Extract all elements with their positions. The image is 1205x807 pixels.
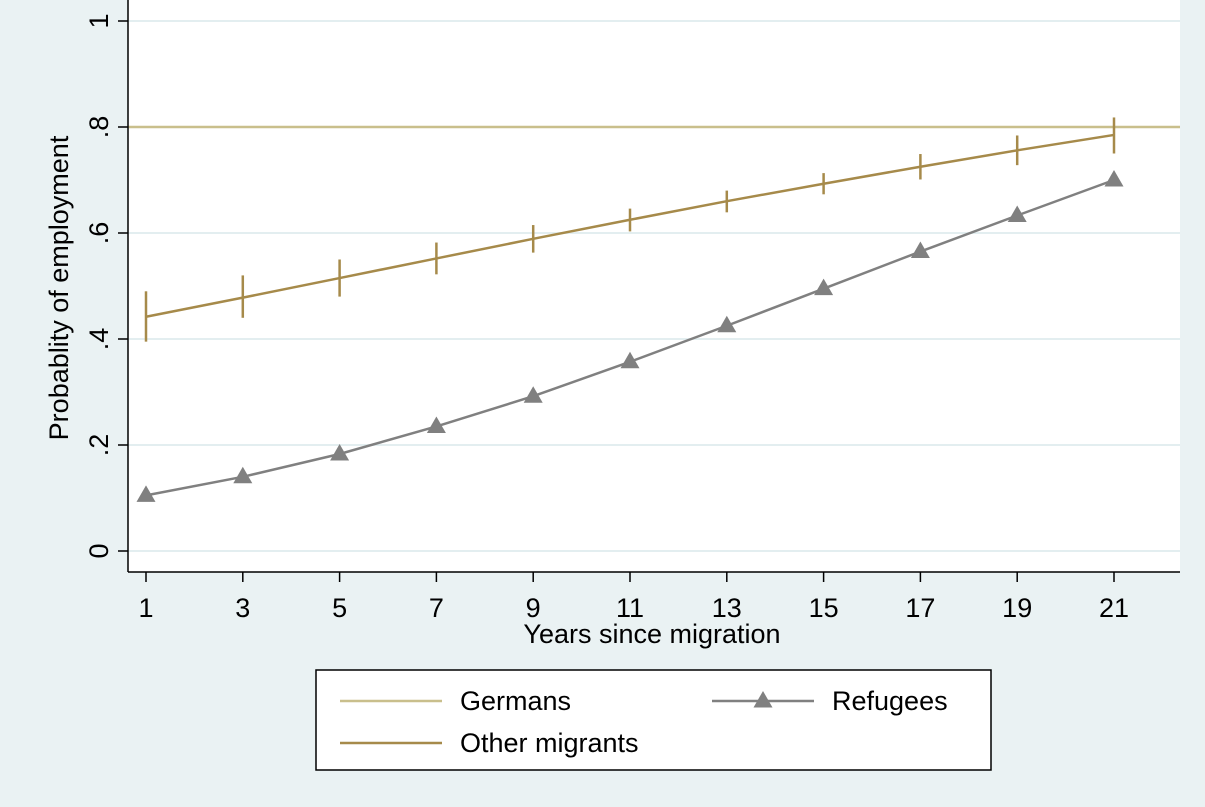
axes-layer: 0.2.4.6.811 3 5 7 9 11 13 15 17 19 21 [84, 0, 1180, 623]
point-marker-refugees [523, 386, 543, 403]
legend-marker-refugees [753, 691, 773, 708]
point-marker-refugees [620, 351, 640, 369]
legend-items: Germans Refugees Other migrants [340, 686, 948, 758]
x-tick-label: 9 [526, 593, 541, 623]
point-marker-refugees [330, 444, 350, 461]
x-tick-label: 15 [809, 593, 839, 623]
legend-label-other-migrants: Other migrants [460, 728, 639, 758]
point-marker-refugees [136, 485, 156, 502]
x-axis-label: Years since migration [523, 619, 780, 649]
x-tick-label: 5 [332, 593, 347, 623]
series-layer [128, 117, 1180, 502]
x-tick-label: 19 [1002, 593, 1032, 623]
point-marker-refugees [910, 241, 930, 259]
y-tick-label: .4 [84, 328, 114, 351]
legend-label-germans: Germans [460, 686, 571, 716]
legend-label-refugees: Refugees [832, 686, 948, 716]
point-marker-refugees [1007, 205, 1027, 223]
point-marker-refugees [426, 416, 446, 433]
plot-area [128, 0, 1180, 572]
legend-box [315, 669, 992, 771]
y-tick-label: .2 [84, 434, 114, 457]
point-marker-refugees [814, 278, 834, 296]
x-tick-label: 1 [138, 593, 153, 623]
y-tick-label: 1 [84, 13, 114, 28]
x-tick-label: 3 [235, 593, 250, 623]
point-marker-refugees [717, 315, 737, 333]
x-tick-label: 21 [1099, 593, 1129, 623]
y-tick-label: 0 [84, 543, 114, 558]
x-tick-label: 17 [905, 593, 935, 623]
grid-layer [128, 20, 1180, 552]
point-marker-refugees [1104, 170, 1124, 187]
y-axis-label: Probablity of employment [44, 135, 74, 440]
y-tick-label: .8 [84, 116, 114, 139]
x-tick-label: 11 [616, 593, 644, 623]
legend: Germans Refugees Other migrants [315, 669, 992, 771]
point-marker-refugees [233, 466, 253, 484]
x-tick-label: 13 [712, 593, 742, 623]
x-tick-label: 7 [429, 593, 444, 623]
y-tick-label: .6 [84, 222, 114, 245]
